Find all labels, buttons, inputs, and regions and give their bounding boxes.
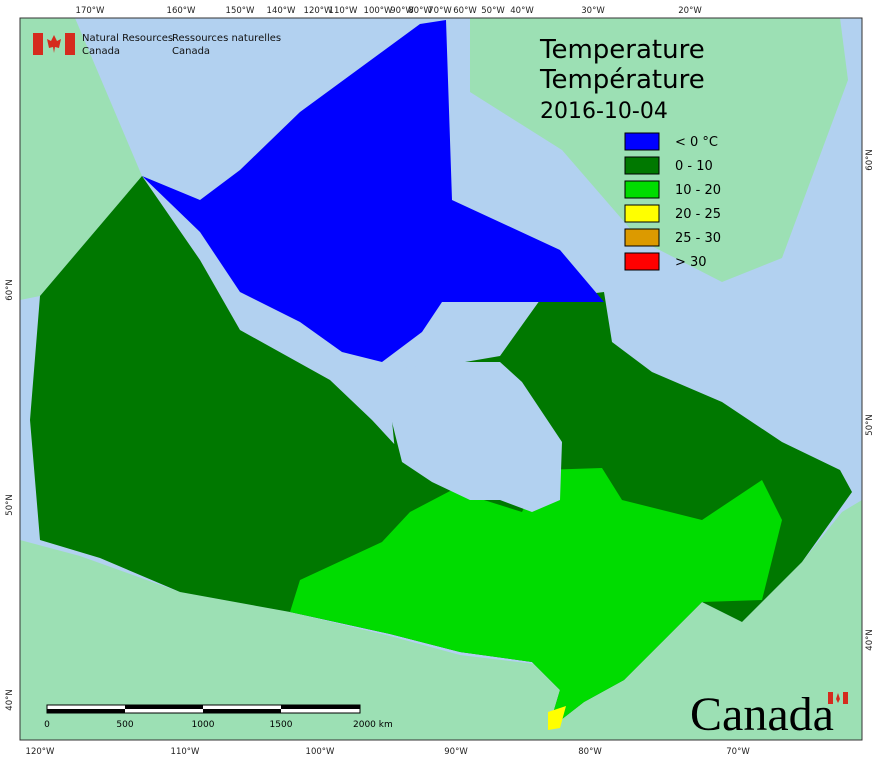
title-en: Temperature bbox=[539, 35, 705, 65]
legend-label: 0 - 10 bbox=[675, 159, 713, 174]
scale-segment bbox=[281, 705, 360, 709]
legend-label: < 0 °C bbox=[675, 135, 718, 150]
legend-swatch bbox=[624, 156, 660, 175]
canada-wordmark: Canada bbox=[690, 688, 834, 741]
legend-label: 20 - 25 bbox=[675, 207, 721, 222]
department-en: Natural Resources bbox=[82, 33, 173, 44]
graticule-left: 60°N bbox=[5, 279, 15, 300]
graticule-bottom: 90°W bbox=[444, 747, 468, 757]
flag-bar bbox=[65, 33, 75, 55]
legend: < 0 °C 0 - 10 10 - 20 20 - 25 25 - 30 > 30 bbox=[624, 132, 721, 271]
graticule-top: 140°W bbox=[267, 6, 296, 16]
scale-segment bbox=[125, 705, 203, 709]
graticule-right: 40°N bbox=[865, 629, 875, 650]
region-10-20 bbox=[290, 468, 782, 730]
title-date: 2016-10-04 bbox=[540, 99, 668, 124]
graticule-bottom: 110°W bbox=[171, 747, 200, 757]
wordmark-flag bbox=[843, 692, 848, 704]
graticule-right: 50°N bbox=[865, 414, 875, 435]
legend-label: > 30 bbox=[675, 255, 707, 270]
graticule-left: 40°N bbox=[5, 689, 15, 710]
legend-swatch bbox=[624, 204, 660, 223]
graticule-top: 40°W bbox=[510, 6, 534, 16]
scale-label: 0 bbox=[44, 720, 50, 730]
scale-segment bbox=[203, 709, 281, 713]
flag-bar bbox=[33, 33, 43, 55]
graticule-top: 120°W bbox=[304, 6, 333, 16]
scale-label: 2000 km bbox=[353, 720, 393, 730]
graticule-top: 150°W bbox=[226, 6, 255, 16]
region-20-25 bbox=[548, 706, 566, 730]
department-fr: Canada bbox=[172, 46, 210, 57]
graticule-right: 60°N bbox=[865, 149, 875, 170]
legend-label: 10 - 20 bbox=[675, 183, 721, 198]
graticule-bottom: 100°W bbox=[306, 747, 335, 757]
graticule-top: 60°W bbox=[453, 6, 477, 16]
graticule-top: 50°W bbox=[481, 6, 505, 16]
legend-swatch bbox=[624, 252, 660, 271]
wordmark-flag bbox=[828, 692, 833, 704]
graticule-bottom: 120°W bbox=[26, 747, 55, 757]
scale-bar: 0 500 1000 1500 2000 km bbox=[44, 704, 393, 730]
graticule-left: 50°N bbox=[5, 494, 15, 515]
graticule-top: 110°W bbox=[329, 6, 358, 16]
scale-segment bbox=[47, 709, 125, 713]
graticule-top: 80°W bbox=[408, 6, 432, 16]
graticule-top: 30°W bbox=[581, 6, 605, 16]
legend-swatch bbox=[624, 228, 660, 247]
graticule-top: 160°W bbox=[167, 6, 196, 16]
map-frame bbox=[19, 17, 863, 741]
graticule-top: 70°W bbox=[428, 6, 452, 16]
legend-swatch bbox=[624, 180, 660, 199]
legend-label: 25 - 30 bbox=[675, 231, 721, 246]
title-fr: Température bbox=[539, 65, 705, 95]
legend-swatch bbox=[624, 132, 660, 151]
scale-label: 500 bbox=[116, 720, 133, 730]
graticule-bottom: 70°W bbox=[726, 747, 750, 757]
alaska bbox=[20, 18, 142, 300]
graticule-top: 20°W bbox=[678, 6, 702, 16]
graticule-top: 170°W bbox=[76, 6, 105, 16]
scale-label: 1500 bbox=[270, 720, 293, 730]
graticule-top: 90°W bbox=[390, 6, 414, 16]
graticule-top: 100°W bbox=[364, 6, 393, 16]
maple-leaf bbox=[47, 35, 61, 53]
wordmark-leaf bbox=[836, 693, 840, 703]
department-en: Canada bbox=[82, 46, 120, 57]
scale-label: 1000 bbox=[192, 720, 215, 730]
hudson-bay bbox=[382, 362, 562, 512]
graticule-bottom: 80°W bbox=[578, 747, 602, 757]
department-fr: Ressources naturelles bbox=[172, 33, 281, 44]
united-states bbox=[20, 500, 862, 740]
arctic-islands bbox=[240, 100, 440, 200]
